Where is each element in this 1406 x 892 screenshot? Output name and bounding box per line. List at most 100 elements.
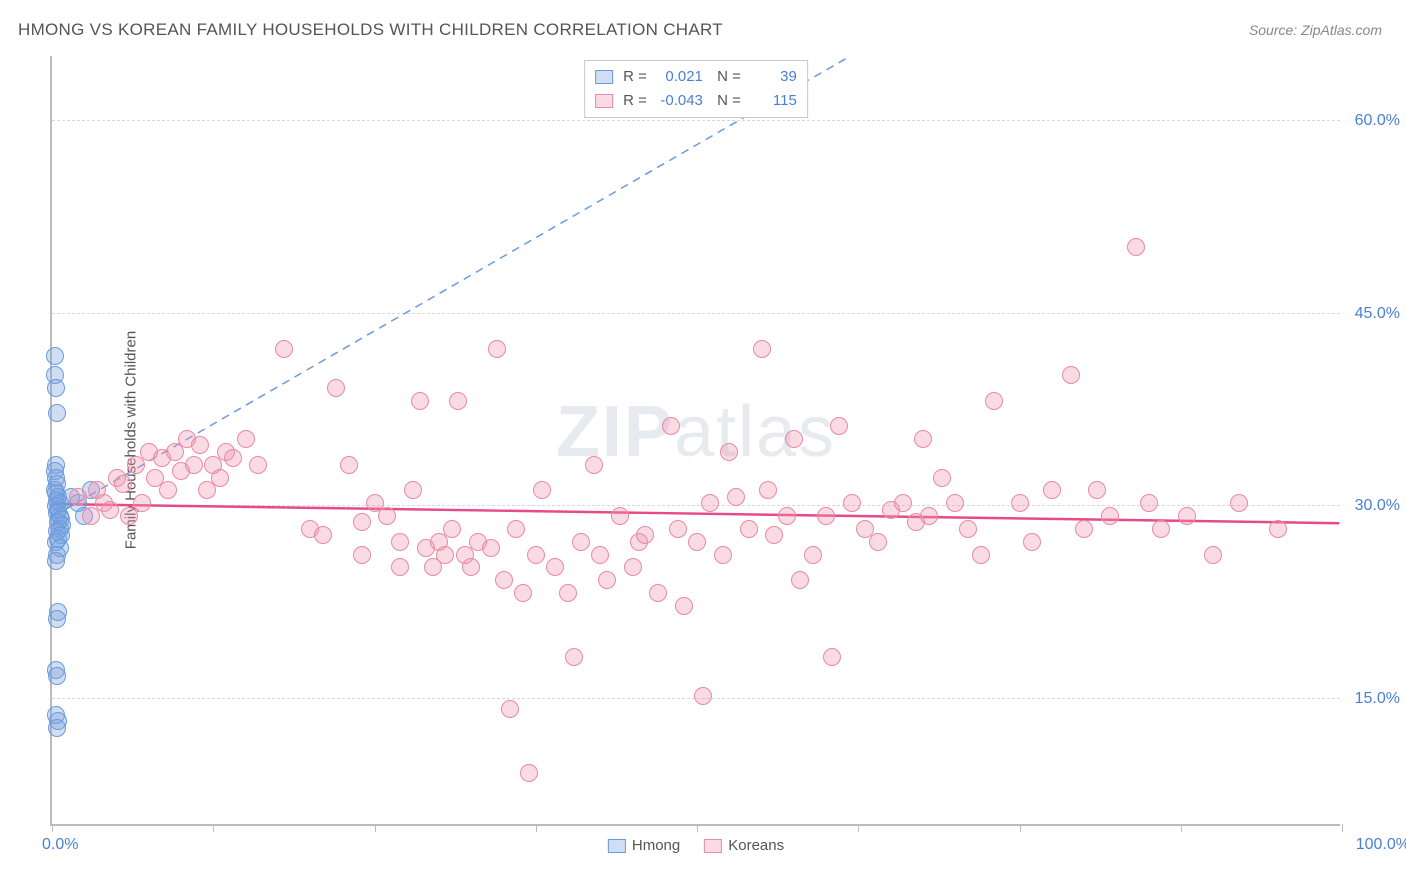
scatter-point: [611, 507, 629, 525]
scatter-point: [843, 494, 861, 512]
scatter-point: [443, 520, 461, 538]
scatter-point: [1011, 494, 1029, 512]
scatter-point: [959, 520, 977, 538]
scatter-point: [404, 481, 422, 499]
scatter-point: [740, 520, 758, 538]
scatter-point: [48, 610, 66, 628]
scatter-point: [759, 481, 777, 499]
scatter-point: [830, 417, 848, 435]
legend-label-korean: Koreans: [728, 837, 784, 854]
scatter-point: [501, 700, 519, 718]
scatter-point: [791, 571, 809, 589]
n-label: N =: [713, 89, 741, 113]
scatter-point: [249, 456, 267, 474]
r-label: R =: [623, 89, 647, 113]
scatter-point: [520, 764, 538, 782]
scatter-point: [101, 501, 119, 519]
scatter-point: [636, 526, 654, 544]
scatter-point: [488, 340, 506, 358]
scatter-point: [391, 533, 409, 551]
source-attribution: Source: ZipAtlas.com: [1249, 22, 1382, 38]
scatter-point: [869, 533, 887, 551]
scatter-point: [1043, 481, 1061, 499]
n-label: N =: [713, 65, 741, 89]
scatter-point: [753, 340, 771, 358]
scatter-point: [972, 546, 990, 564]
hmong-n-value: 39: [747, 65, 797, 89]
scatter-point: [714, 546, 732, 564]
scatter-point: [185, 456, 203, 474]
scatter-point: [565, 648, 583, 666]
korean-n-value: 115: [747, 89, 797, 113]
scatter-point: [133, 494, 151, 512]
y-tick-label: 15.0%: [1345, 690, 1400, 708]
scatter-point: [48, 404, 66, 422]
r-label: R =: [623, 65, 647, 89]
scatter-point: [462, 558, 480, 576]
scatter-point: [378, 507, 396, 525]
scatter-point: [591, 546, 609, 564]
y-tick-label: 60.0%: [1345, 112, 1400, 130]
chart-title: HMONG VS KOREAN FAMILY HOUSEHOLDS WITH C…: [18, 20, 723, 40]
korean-r-value: -0.043: [653, 89, 703, 113]
scatter-point: [701, 494, 719, 512]
scatter-point: [817, 507, 835, 525]
swatch-korean: [595, 94, 613, 108]
swatch-hmong-icon: [608, 839, 626, 853]
scatter-point: [275, 340, 293, 358]
scatter-point: [495, 571, 513, 589]
x-max-label: 100.0%: [1356, 836, 1406, 854]
scatter-point: [1075, 520, 1093, 538]
scatter-point: [688, 533, 706, 551]
legend-label-hmong: Hmong: [632, 837, 680, 854]
scatter-point: [237, 430, 255, 448]
scatter-point: [527, 546, 545, 564]
scatter-point: [391, 558, 409, 576]
scatter-point: [1178, 507, 1196, 525]
scatter-point: [559, 584, 577, 602]
scatter-point: [624, 558, 642, 576]
x-min-label: 0.0%: [42, 836, 78, 854]
scatter-point: [314, 526, 332, 544]
scatter-point: [1269, 520, 1287, 538]
scatter-point: [449, 392, 467, 410]
bottom-legend: Hmong Koreans: [608, 837, 784, 854]
scatter-point: [778, 507, 796, 525]
scatter-point: [804, 546, 822, 564]
scatter-point: [1023, 533, 1041, 551]
scatter-point: [1140, 494, 1158, 512]
scatter-point: [1204, 546, 1222, 564]
scatter-point: [69, 488, 87, 506]
scatter-point: [411, 392, 429, 410]
scatter-point: [482, 539, 500, 557]
scatter-point: [327, 379, 345, 397]
scatter-point: [507, 520, 525, 538]
scatter-point: [353, 546, 371, 564]
scatter-point: [662, 417, 680, 435]
y-tick-label: 45.0%: [1345, 305, 1400, 323]
scatter-point: [353, 513, 371, 531]
hmong-r-value: 0.021: [653, 65, 703, 89]
scatter-point: [1230, 494, 1248, 512]
scatter-point: [48, 667, 66, 685]
stats-row-hmong: R = 0.021 N = 39: [595, 65, 797, 89]
scatter-point: [669, 520, 687, 538]
scatter-point: [920, 507, 938, 525]
scatter-point: [598, 571, 616, 589]
scatter-point: [514, 584, 532, 602]
stats-legend: R = 0.021 N = 39 R = -0.043 N = 115: [584, 60, 808, 118]
scatter-point: [823, 648, 841, 666]
scatter-point: [191, 436, 209, 454]
scatter-point: [159, 481, 177, 499]
scatter-point: [211, 469, 229, 487]
scatter-point: [894, 494, 912, 512]
scatter-point: [572, 533, 590, 551]
scatter-point: [533, 481, 551, 499]
scatter-point: [47, 552, 65, 570]
scatter-point: [675, 597, 693, 615]
scatter-point: [1127, 238, 1145, 256]
swatch-hmong: [595, 70, 613, 84]
scatter-point: [47, 379, 65, 397]
scatter-point: [46, 347, 64, 365]
scatter-point: [48, 719, 66, 737]
